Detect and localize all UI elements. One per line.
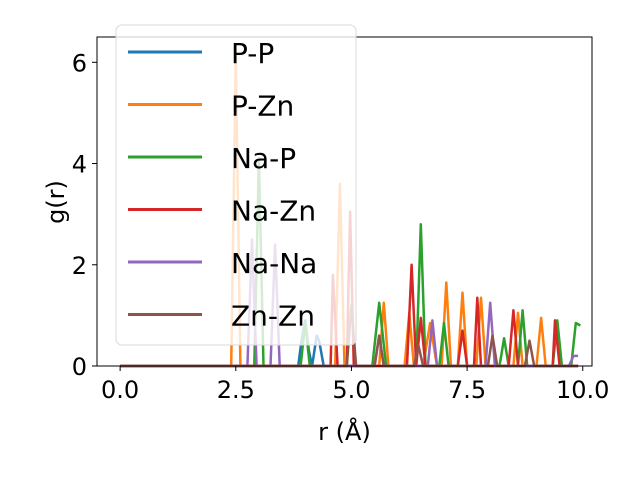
- axis-ticks: 0.0 2.5 5.0 7.5 10.0 0 2 4 6: [72, 49, 610, 404]
- series-line-p-p: [120, 319, 579, 368]
- legend-label-na-zn: Na-Zn: [231, 195, 316, 228]
- y-tick-label: 2: [72, 252, 87, 280]
- legend-label-p-p: P-P: [231, 37, 274, 70]
- legend-label-na-na: Na-Na: [231, 247, 317, 280]
- y-tick-label: 6: [72, 49, 87, 77]
- legend-label-na-p: Na-P: [231, 142, 296, 175]
- legend: P-P P-Zn Na-P Na-Zn Na-Na Zn-Zn: [115, 24, 357, 346]
- x-tick-label: 2.5: [217, 376, 255, 404]
- x-tick-label: 5.0: [332, 376, 370, 404]
- legend-label-p-zn: P-Zn: [231, 90, 294, 123]
- x-tick-label: 10.0: [556, 376, 609, 404]
- x-tick-label: 0.0: [101, 376, 139, 404]
- y-tick-label: 4: [72, 151, 87, 179]
- series-line-zn-zn: [120, 304, 579, 368]
- y-tick-label: 0: [72, 353, 87, 381]
- x-axis-label: r (Å): [318, 417, 371, 446]
- legend-box: [115, 24, 357, 346]
- legend-label-zn-zn: Zn-Zn: [231, 300, 315, 333]
- x-tick-label: 7.5: [448, 376, 486, 404]
- y-axis-label: g(r): [42, 180, 70, 224]
